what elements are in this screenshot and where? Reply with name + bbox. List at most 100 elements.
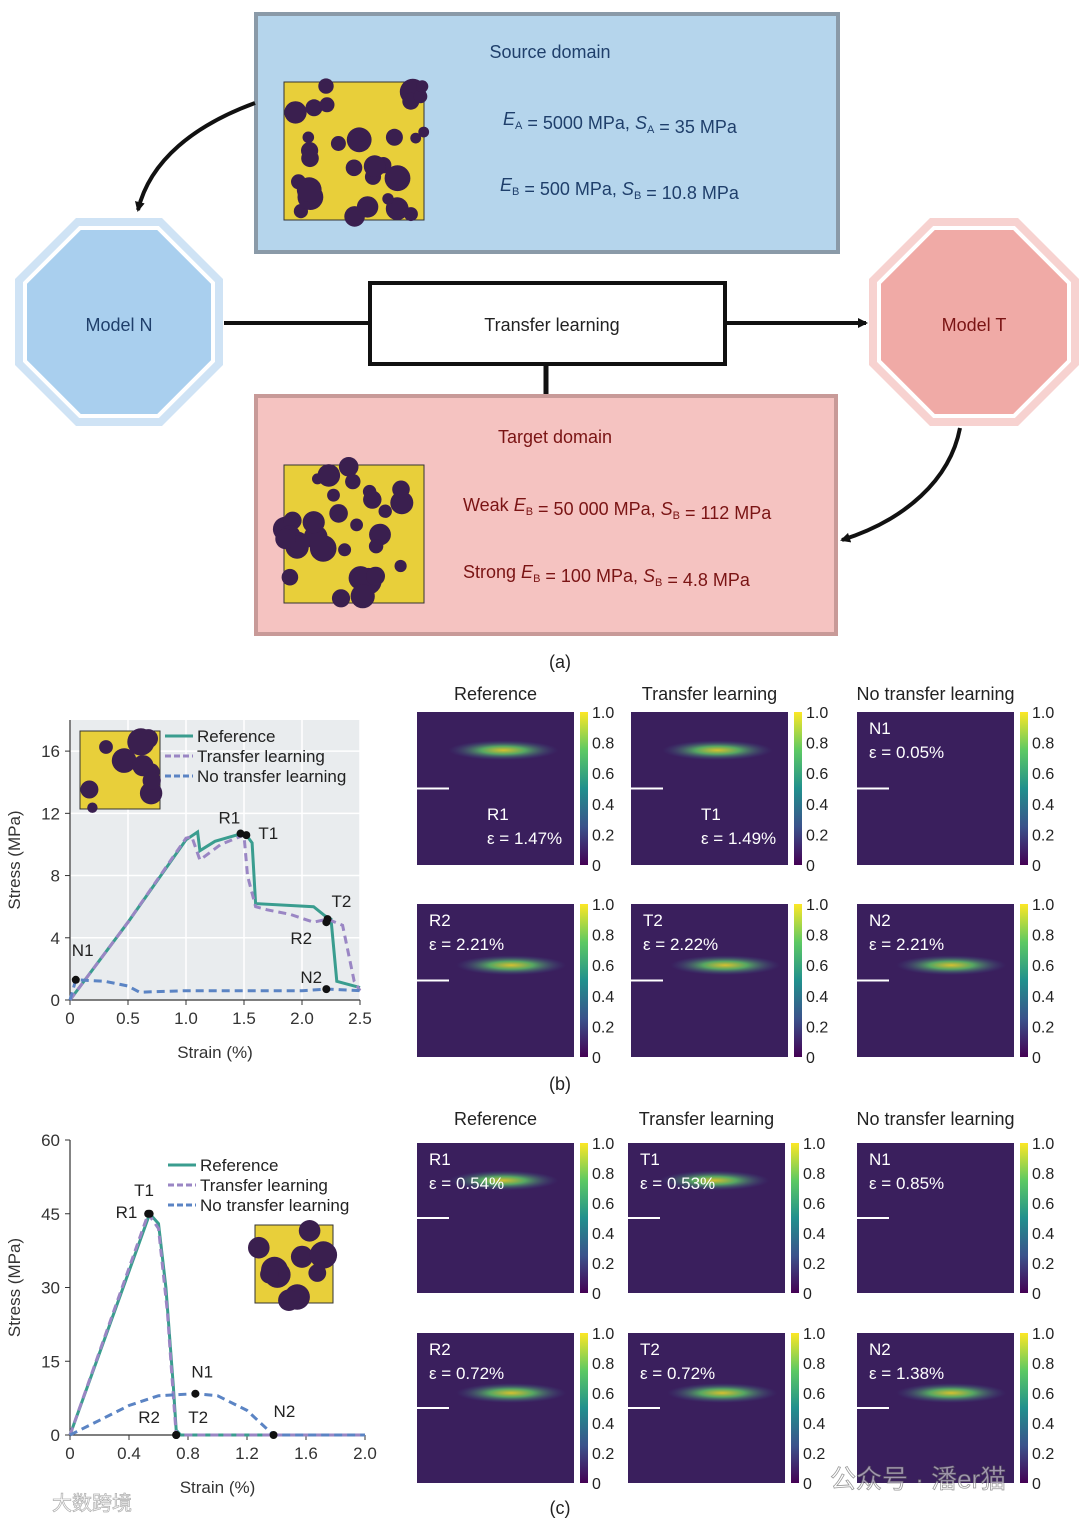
- colorbar-tick: 0.6: [592, 958, 614, 975]
- colorbar: [1020, 904, 1028, 1057]
- heatmap-tag: N1: [869, 1150, 891, 1169]
- colorbar-tick: 0.8: [592, 928, 614, 945]
- model-n-octagon: [23, 226, 215, 418]
- x-tick-label: 1.2: [235, 1444, 259, 1463]
- colorbar-tick: 0.6: [592, 1386, 614, 1403]
- heatmap-r1: R1 ε = 1.47% 1.0 0.8 0.6 0.4 0.2 0: [417, 705, 614, 875]
- annotation-label: T1: [258, 824, 278, 843]
- colorbar-tick: 1.0: [806, 897, 828, 914]
- annotation-point: [322, 918, 331, 927]
- colorbar-tick: 0.4: [806, 797, 828, 814]
- series-line-no-transfer-learning: [69, 1392, 365, 1437]
- colorbar-tick: 0.4: [592, 1416, 614, 1433]
- chart-microstructure: [248, 1220, 338, 1311]
- heatmap-strain: ε = 0.53%: [640, 1174, 715, 1193]
- heatmap-strain: ε = 2.21%: [429, 935, 504, 954]
- colorbar-tick: 0.8: [1032, 1166, 1054, 1183]
- y-tick-label: 16: [41, 742, 60, 761]
- colorbar-tick: 0.8: [592, 736, 614, 753]
- x-tick-label: 2.0: [353, 1444, 377, 1463]
- heatmap-tag: T1: [640, 1150, 660, 1169]
- colorbar-tick: 0: [806, 1050, 815, 1067]
- annotation-point: [242, 831, 251, 840]
- colorbar-tick: 0.8: [1032, 928, 1054, 945]
- colorbar-tick: 0: [592, 1286, 601, 1303]
- colorbar-tick: 0.2: [1032, 1019, 1054, 1036]
- heatmap-strain: ε = 0.72%: [640, 1364, 715, 1383]
- colorbar-tick: 0.4: [803, 1416, 825, 1433]
- heatmap-t2: T2 ε = 2.22% 1.0 0.8 0.6 0.4 0.2 0: [631, 897, 828, 1067]
- colorbar-tick: 0.8: [1032, 736, 1054, 753]
- model-t-octagon: [877, 226, 1071, 418]
- colorbar-tick: 0.4: [1032, 1226, 1054, 1243]
- colorbar-tick: 0.2: [803, 1446, 825, 1463]
- annotation-point: [322, 985, 331, 994]
- heatmaps-b: Reference Transfer learning No transfer le…: [417, 684, 1054, 1067]
- colorbar-tick: 0.2: [592, 1256, 614, 1273]
- colorbar-tick: 0.6: [592, 1196, 614, 1213]
- colorbar-tick: 1.0: [803, 1326, 825, 1343]
- heatmap-tag: N2: [869, 911, 891, 930]
- colorbar-tick: 0: [806, 858, 815, 875]
- colorbar: [794, 904, 802, 1057]
- colorbar-tick: 0.6: [1032, 1196, 1054, 1213]
- colorbar-tick: 0: [592, 1050, 601, 1067]
- legend-label: Reference: [200, 1156, 278, 1175]
- heatmap-column-header: Transfer learning: [642, 684, 777, 704]
- annotation-label: R2: [138, 1408, 160, 1427]
- annotation-label: T2: [188, 1408, 208, 1427]
- target-params-line2: Strong EB = 100 MPa, SB = 4.8 MPa: [463, 562, 751, 590]
- heatmap-t1: T1 ε = 0.53% 1.0 0.8 0.6 0.4 0.2 0: [628, 1136, 825, 1303]
- x-tick-label: 0.4: [117, 1444, 141, 1463]
- heatmap-column-header: Reference: [454, 1109, 537, 1129]
- panel-c: 0 0.4 0.8 1.2 1.6 2.0 0 15 30 45 60 Strain (%) Stres…: [5, 1109, 1054, 1518]
- x-tick-label: 0: [65, 1444, 74, 1463]
- legend-label: Reference: [197, 727, 275, 746]
- colorbar-tick: 0.4: [806, 989, 828, 1006]
- colorbar-tick: 0.8: [1032, 1356, 1054, 1373]
- colorbar-tick: 0.4: [592, 797, 614, 814]
- x-tick-label: 0: [65, 1009, 74, 1028]
- colorbar-tick: 0.2: [1032, 1256, 1054, 1273]
- colorbar-tick: 0.6: [1032, 1386, 1054, 1403]
- colorbar-tick: 0.6: [803, 1196, 825, 1213]
- colorbar-tick: 0.6: [1032, 958, 1054, 975]
- colorbar: [580, 1143, 588, 1293]
- x-tick-label: 1.0: [174, 1009, 198, 1028]
- chart-microstructure: [79, 728, 163, 813]
- colorbar-tick: 0: [803, 1476, 812, 1493]
- colorbar-tick: 0.2: [592, 1446, 614, 1463]
- colorbar-tick: 0.8: [592, 1356, 614, 1373]
- source-to-model-n-arrow: [135, 101, 256, 212]
- y-axis-label: Stress (MPa): [5, 810, 24, 909]
- annotation-label: R1: [219, 809, 241, 828]
- heatmap-tag: N1: [869, 719, 891, 738]
- y-tick-label: 12: [41, 804, 60, 823]
- colorbar-tick: 1.0: [1032, 705, 1054, 722]
- heatmap-tag: T2: [640, 1340, 660, 1359]
- colorbar-tick: 1.0: [1032, 1326, 1054, 1343]
- heatmaps-c: Reference Transfer learning No transfer le…: [417, 1109, 1054, 1493]
- target-params-line1: Weak EB = 50 000 MPa, SB = 112 MPa: [463, 495, 772, 523]
- legend-label: No transfer learning: [200, 1196, 349, 1215]
- colorbar-tick: 1.0: [1032, 897, 1054, 914]
- colorbar: [580, 1333, 588, 1483]
- source-domain-title: Source domain: [489, 42, 610, 62]
- colorbar-tick: 0.2: [592, 1019, 614, 1036]
- heatmap-strain: ε = 0.85%: [869, 1174, 944, 1193]
- chart-c: 0 0.4 0.8 1.2 1.6 2.0 0 15 30 45 60 Strain (%) Stres…: [5, 1131, 377, 1497]
- watermark-brand: 大数跨境: [52, 1492, 132, 1515]
- colorbar-tick: 0.2: [1032, 827, 1054, 844]
- colorbar-tick: 0: [592, 1476, 601, 1493]
- colorbar-tick: 0.2: [1032, 1446, 1054, 1463]
- colorbar-tick: 0.4: [1032, 1416, 1054, 1433]
- colorbar-tick: 1.0: [803, 1136, 825, 1153]
- colorbar: [580, 712, 588, 865]
- x-tick-label: 0.8: [176, 1444, 200, 1463]
- x-tick-label: 1.6: [294, 1444, 318, 1463]
- heatmap-tag: N2: [869, 1340, 891, 1359]
- colorbar-tick: 0.6: [803, 1386, 825, 1403]
- colorbar-tick: 1.0: [592, 705, 614, 722]
- annotation-label: N2: [274, 1402, 296, 1421]
- colorbar-tick: 0.6: [806, 958, 828, 975]
